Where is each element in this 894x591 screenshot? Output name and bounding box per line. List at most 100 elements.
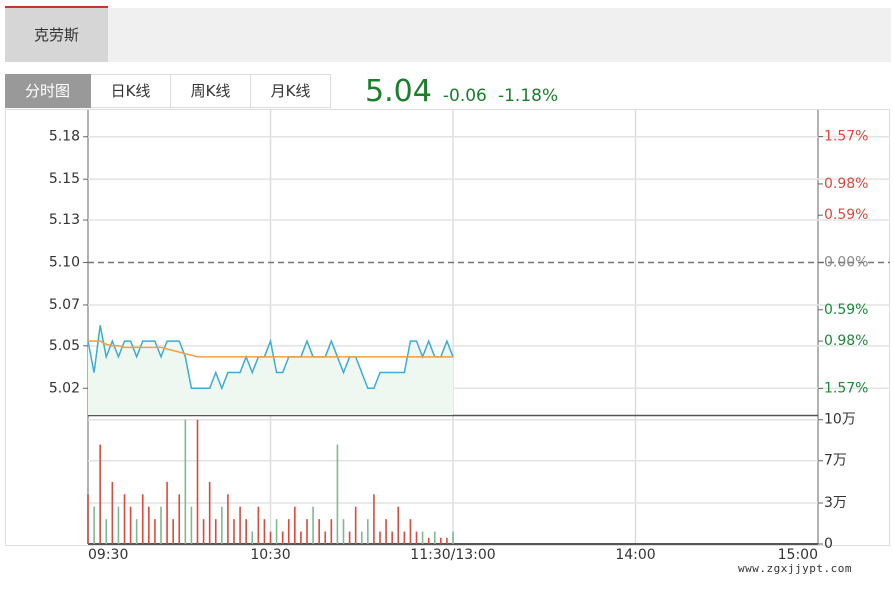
volume-bar	[148, 506, 150, 544]
volume-bar	[287, 519, 290, 544]
quote: 5.04 -0.06 -1.18%	[365, 74, 558, 109]
volume-bar	[233, 519, 235, 544]
volume-bar	[452, 531, 454, 544]
volume-bar	[294, 506, 296, 544]
volume-bar	[214, 519, 217, 544]
volume-bar	[111, 481, 114, 544]
y-tick-label: 5.13	[49, 212, 80, 228]
volume-bar	[123, 494, 126, 544]
y2-tick-label: 0.98%	[824, 176, 868, 192]
volume-bar	[117, 506, 120, 544]
volume-bar	[196, 419, 199, 544]
y-tick-label: 5.07	[49, 297, 80, 313]
x-tick-label: 14:00	[615, 547, 655, 563]
y-tick-label: 5.05	[49, 338, 80, 354]
stock-tab[interactable]: 克劳斯	[5, 6, 108, 62]
volume-bar	[391, 531, 393, 544]
chart-frame	[5, 109, 890, 546]
x-tick-label: 10:30	[250, 547, 290, 563]
volume-bar	[154, 519, 156, 544]
change-pct: -1.18%	[497, 86, 559, 106]
volume-bar	[221, 506, 223, 544]
volume-tick-label: 0	[824, 536, 833, 552]
volume-bar	[251, 531, 254, 544]
price: 5.04	[365, 74, 432, 109]
volume-bar	[409, 519, 412, 544]
volume-bar	[354, 506, 357, 544]
y2-tick-label: 0.98%	[824, 333, 868, 349]
volume-bar	[330, 519, 333, 544]
volume-bar	[160, 506, 162, 544]
volume-bar	[342, 519, 345, 544]
volume-bar	[208, 481, 211, 544]
volume-bar	[141, 494, 144, 544]
volume-bar	[129, 506, 132, 544]
change: -0.06	[442, 86, 487, 106]
volume-bar	[415, 531, 418, 544]
volume-bar	[446, 537, 448, 544]
volume-bar	[99, 444, 101, 544]
volume-bar	[281, 531, 284, 544]
volume-bar	[421, 531, 424, 544]
volume-bar	[385, 519, 387, 544]
volume-bar	[312, 506, 314, 544]
volume-bar	[397, 506, 400, 544]
volume-bar	[336, 444, 339, 544]
volume-bar	[433, 531, 436, 544]
volume-bar	[403, 531, 406, 544]
tab[interactable]: 分时图	[5, 74, 91, 108]
volume-bar	[227, 494, 229, 544]
volume-bar	[373, 494, 375, 544]
volume-bar	[239, 506, 241, 544]
volume-bar	[93, 506, 95, 544]
volume-bar	[324, 531, 327, 544]
volume-bar	[245, 519, 247, 544]
volume-tick-label: 10万	[824, 412, 856, 428]
volume-bar	[105, 519, 108, 544]
volume-bar	[190, 506, 193, 544]
volume-bar	[202, 519, 205, 544]
y2-tick-label: 0.59%	[824, 302, 868, 318]
volume-bar	[135, 519, 138, 544]
volume-bar	[306, 519, 308, 544]
volume-tick-label: 7万	[824, 453, 847, 469]
volume-bar	[360, 531, 363, 544]
volume-bar	[348, 531, 351, 544]
y-tick-label: 5.02	[49, 380, 80, 396]
y2-tick-label: 1.57%	[824, 129, 868, 145]
volume-tick-label: 3万	[824, 495, 847, 511]
top-bar	[5, 8, 891, 62]
volume-bar	[379, 531, 381, 544]
tab[interactable]: 月K线	[251, 74, 331, 108]
volume-bar	[166, 481, 168, 544]
y2-tick-label: 0.00%	[824, 255, 868, 271]
x-tick-label: 11:30/13:00	[410, 547, 495, 563]
volume-bar	[172, 519, 174, 544]
volume-bar	[263, 519, 266, 544]
volume-bar	[300, 531, 302, 544]
y2-tick-label: 1.57%	[824, 380, 868, 396]
tab[interactable]: 日K线	[91, 74, 171, 108]
volume-bar	[318, 519, 320, 544]
volume-bar	[184, 419, 187, 544]
volume-bar	[87, 494, 89, 544]
volume-bar	[257, 506, 260, 544]
volume-bar	[275, 519, 278, 544]
y2-tick-label: 0.59%	[824, 207, 868, 223]
volume-bar	[427, 537, 430, 544]
volume-bar	[367, 519, 369, 544]
watermark: www.zgxjjypt.com	[738, 562, 852, 575]
y-tick-label: 5.15	[49, 171, 80, 187]
chart-tabs: 分时图 日K线 周K线 月K线	[5, 74, 331, 108]
tab[interactable]: 周K线	[171, 74, 251, 108]
x-tick-label: 15:00	[778, 547, 818, 563]
x-tick-label: 09:30	[88, 547, 128, 563]
price-line	[87, 325, 454, 391]
average-line	[88, 340, 453, 358]
volume-bar	[178, 494, 181, 544]
volume-bar	[269, 531, 272, 544]
volume-bar	[440, 537, 442, 544]
price-area	[88, 325, 453, 415]
